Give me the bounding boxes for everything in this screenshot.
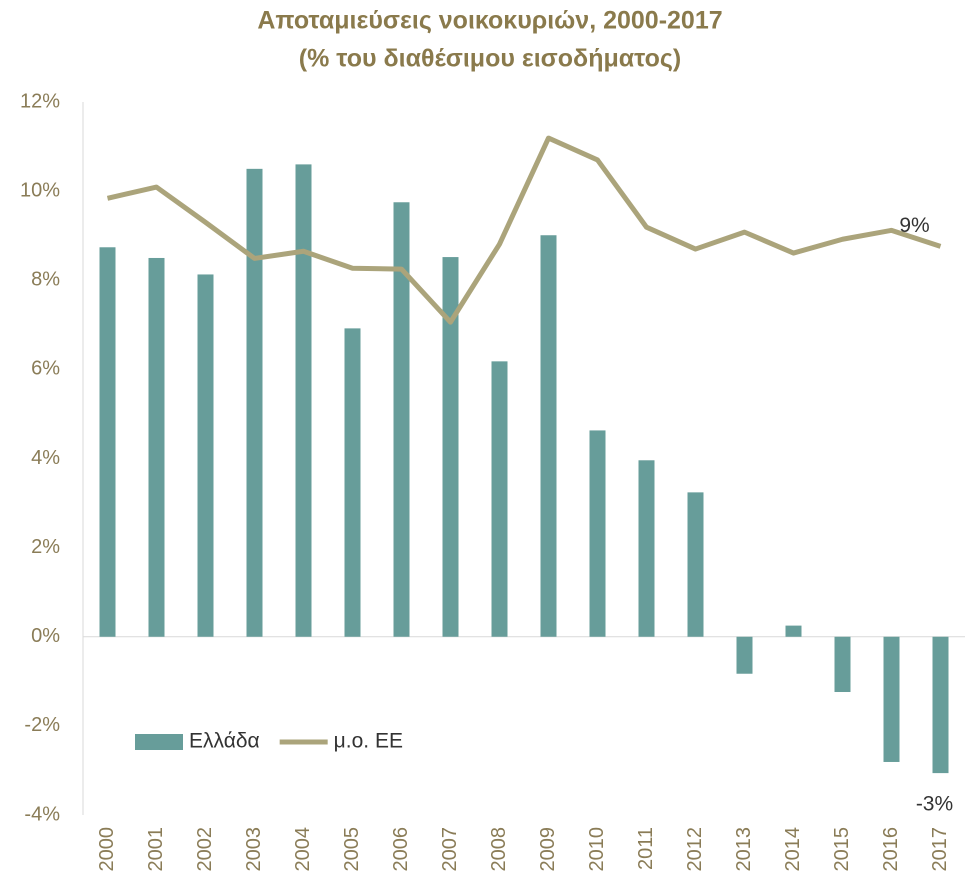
data-label: -3% bbox=[916, 793, 953, 816]
x-tick-label: 2002 bbox=[194, 827, 216, 872]
bar bbox=[638, 460, 655, 637]
x-tick-label: 2011 bbox=[635, 827, 657, 870]
bar bbox=[834, 636, 851, 693]
bar bbox=[540, 235, 557, 637]
bar bbox=[442, 257, 459, 637]
y-tick-label: -4% bbox=[24, 803, 60, 825]
y-tick-label: 2% bbox=[31, 536, 60, 558]
data-label: 9% bbox=[899, 214, 929, 237]
bar bbox=[344, 328, 361, 637]
bar bbox=[99, 247, 116, 637]
x-tick-label: 2017 bbox=[929, 827, 951, 872]
y-tick-label: 10% bbox=[20, 179, 60, 201]
x-tick-label: 2010 bbox=[586, 827, 608, 872]
chart-title: Αποταμιεύσεις νοικοκυριών, 2000-2017 bbox=[257, 7, 722, 35]
bar bbox=[295, 164, 312, 637]
x-tick-label: 2006 bbox=[390, 827, 412, 872]
x-tick-label: 2007 bbox=[439, 827, 461, 872]
x-tick-label: 2012 bbox=[684, 827, 706, 872]
bar bbox=[687, 492, 704, 637]
y-tick-label: 6% bbox=[31, 358, 60, 380]
bar bbox=[883, 636, 900, 762]
x-tick-label: 2001 bbox=[145, 827, 167, 872]
y-tick-label: 0% bbox=[31, 625, 60, 647]
bar bbox=[393, 202, 410, 637]
x-tick-label: 2013 bbox=[733, 827, 755, 872]
x-tick-label: 2000 bbox=[96, 827, 118, 872]
x-tick-label: 2008 bbox=[488, 827, 510, 872]
x-tick-label: 2014 bbox=[782, 827, 804, 872]
legend-label: μ.ο. ΕΕ bbox=[334, 730, 403, 753]
bar bbox=[736, 636, 753, 674]
bar bbox=[148, 257, 165, 637]
x-tick-label: 2004 bbox=[292, 827, 314, 872]
x-tick-label: 2015 bbox=[831, 827, 853, 872]
chart-subtitle: (% του διαθέσιμου εισοδήματος) bbox=[299, 45, 681, 73]
x-tick-label: 2009 bbox=[537, 827, 559, 872]
bar bbox=[785, 625, 802, 637]
bar bbox=[932, 636, 949, 774]
bar bbox=[197, 274, 214, 637]
x-tick-label: 2005 bbox=[341, 827, 363, 872]
y-tick-label: -2% bbox=[24, 714, 60, 736]
legend-label: Ελλάδα bbox=[189, 730, 260, 753]
x-tick-label: 2003 bbox=[243, 827, 265, 872]
bar bbox=[491, 361, 508, 637]
x-tick-label: 2016 bbox=[880, 827, 902, 872]
y-tick-label: 8% bbox=[31, 269, 60, 291]
legend-swatch bbox=[135, 734, 183, 750]
bar bbox=[246, 168, 263, 637]
y-tick-label: 12% bbox=[20, 90, 60, 112]
bar bbox=[589, 430, 606, 637]
y-tick-label: 4% bbox=[31, 447, 60, 469]
line bbox=[106, 135, 942, 325]
